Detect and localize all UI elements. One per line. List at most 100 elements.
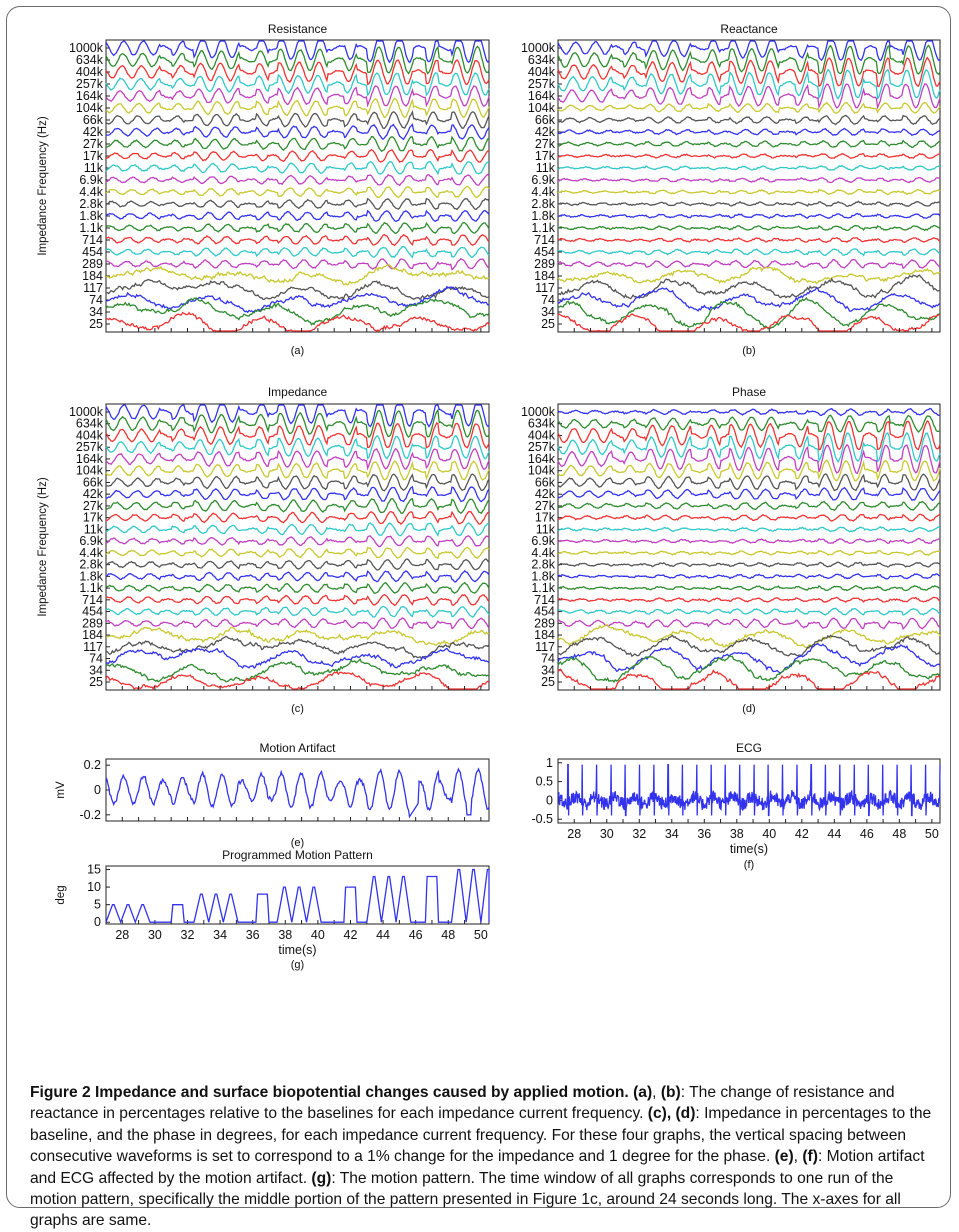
y-tick-label: 257k xyxy=(528,77,556,91)
y-tick-label: 257k xyxy=(76,440,104,454)
trace-1000k xyxy=(105,40,490,64)
trace-66k xyxy=(105,473,490,492)
y-tick-label: 17k xyxy=(535,511,556,525)
trace-104k xyxy=(105,460,490,481)
y-tick-label: 66k xyxy=(83,113,104,127)
y-tick-label: 6.9k xyxy=(531,534,555,548)
y-tick-label: 66k xyxy=(535,475,556,489)
y-tick-label: 257k xyxy=(76,77,104,91)
y-tick-label: 11k xyxy=(536,522,556,536)
trace-27k xyxy=(105,497,490,515)
trace-454 xyxy=(105,246,490,259)
y-tick-label: 257k xyxy=(528,440,556,454)
y-tick-label: 634k xyxy=(76,53,104,67)
y-tick-label: 634k xyxy=(528,53,556,67)
y-tick-label: 1.1k xyxy=(531,581,555,595)
trace-25 xyxy=(105,671,490,691)
chart-title: Resistance xyxy=(268,22,328,36)
chart-title: Phase xyxy=(732,385,766,399)
trace-289 xyxy=(557,617,941,630)
panel-label: (f) xyxy=(744,859,754,871)
y-tick-label: 404k xyxy=(528,65,556,79)
caption-ref-b: (b) xyxy=(660,1084,681,1101)
trace-17k xyxy=(105,148,490,163)
trace-117 xyxy=(105,635,490,660)
y-tick-label: 714 xyxy=(534,593,555,607)
y-tick-label: 104k xyxy=(76,464,104,478)
y-tick-label: 184 xyxy=(534,269,555,283)
trace-1.8k xyxy=(557,573,941,580)
x-tick-label: 38 xyxy=(278,928,292,942)
trace-6.9k xyxy=(557,176,941,184)
trace-257k xyxy=(557,431,941,463)
caption-sep-ab: , xyxy=(652,1084,661,1101)
trace-1000k xyxy=(105,404,490,428)
y-tick-label: 66k xyxy=(535,113,556,127)
caption-ref-a: (a) xyxy=(633,1084,653,1101)
trace-184 xyxy=(557,624,941,650)
trace-2.8k xyxy=(105,558,490,571)
trace-117 xyxy=(557,634,941,658)
y-tick-label: 1000k xyxy=(69,41,104,55)
trace-164k xyxy=(105,447,490,471)
trace-404k xyxy=(557,56,941,88)
caption-sep-ef: , xyxy=(793,1148,803,1166)
panel-e: Motion Artifact (e) mV 0.2 0 -0.2 xyxy=(55,741,490,849)
y-tick-label: -0.2 xyxy=(79,808,101,822)
x-tick-label: 40 xyxy=(311,928,325,942)
trace-34 xyxy=(557,296,941,330)
y-tick-label: 1000k xyxy=(69,405,104,419)
y-tick-label: 454 xyxy=(82,605,103,619)
trace-117 xyxy=(557,274,941,300)
trace-184 xyxy=(105,626,490,646)
trace-42k xyxy=(557,127,941,136)
trace-74 xyxy=(557,642,941,674)
trace-4.4k xyxy=(105,185,490,199)
trace-404k xyxy=(557,420,941,451)
y-tick-label: 164k xyxy=(76,89,104,103)
y-tick-label: 164k xyxy=(528,89,556,103)
caption-lead: Figure 2 Impedance and surface biopotent… xyxy=(30,1084,629,1101)
y-tick-label: 27k xyxy=(83,499,104,513)
trace-289 xyxy=(105,257,490,271)
x-tick-label: 50 xyxy=(925,827,939,841)
y-tick-label: 404k xyxy=(76,428,104,442)
trace-f xyxy=(557,763,941,817)
y-tick-label: 5 xyxy=(94,898,101,912)
trace-1000k xyxy=(557,407,941,417)
x-tick-label: 32 xyxy=(181,928,195,942)
y-tick-label: 714 xyxy=(82,593,103,607)
trace-2.8k xyxy=(558,200,941,208)
trace-66k xyxy=(557,114,941,126)
trace-634k xyxy=(105,408,490,439)
trace-257k xyxy=(105,72,490,97)
trace-164k xyxy=(557,83,941,110)
trace-404k xyxy=(105,422,490,450)
trace-714 xyxy=(106,233,490,247)
trace-34 xyxy=(105,658,490,683)
x-axis-label: time(s) xyxy=(278,943,316,957)
panel-label: (d) xyxy=(742,703,755,715)
y-tick-label: 289 xyxy=(534,257,555,271)
trace-11k xyxy=(105,522,490,538)
trace-34 xyxy=(105,297,490,326)
y-tick-label: 714 xyxy=(534,233,555,247)
y-tick-label: 1 xyxy=(546,756,553,770)
x-tick-label: 32 xyxy=(632,827,646,841)
trace-11k xyxy=(557,525,941,533)
caption-text-1: : The change of resistance and reactance… xyxy=(30,1084,895,1123)
y-tick-label: 34 xyxy=(541,305,555,319)
plot-frame-a xyxy=(105,39,490,333)
trace-42k xyxy=(105,485,490,503)
y-tick-label: 34 xyxy=(89,305,103,319)
trace-454 xyxy=(557,248,941,257)
y-tick-label: 117 xyxy=(535,281,555,295)
y-tick-label: 74 xyxy=(89,293,103,307)
y-tick-label: 4.4k xyxy=(531,546,555,560)
chart-title: Programmed Motion Pattern xyxy=(222,848,373,862)
y-tick-label: 74 xyxy=(89,652,103,666)
y-tick-label: 27k xyxy=(83,137,104,151)
trace-634k xyxy=(557,414,941,433)
trace-404k xyxy=(105,59,490,86)
y-tick-label: 42k xyxy=(535,487,556,501)
